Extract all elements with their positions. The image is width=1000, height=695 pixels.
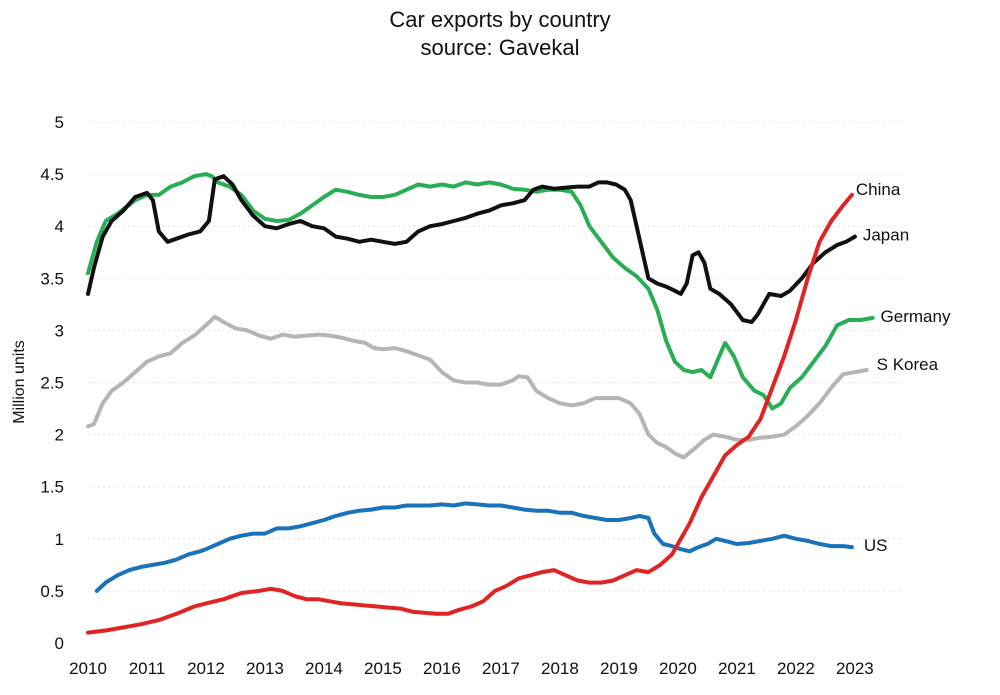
x-tick-label: 2012 [187,659,225,678]
series-line-china [86,192,854,635]
series-lines [86,172,875,635]
y-tick-label: 3 [55,321,64,340]
x-tick-label: 2018 [541,659,579,678]
x-tick-label: 2014 [305,659,343,678]
x-tick-label: 2019 [600,659,638,678]
y-tick-label: 4 [55,217,64,236]
x-tick-label: 2011 [129,659,166,678]
series-label-japan: Japan [863,226,909,245]
series-line-us [94,501,854,593]
series-label-germany: Germany [881,307,951,326]
x-tick-label: 2017 [482,659,520,678]
series-labels: Germany Japan S Korea US China [856,180,951,555]
y-tick-label: 5 [55,113,64,132]
x-tick-label: 2010 [69,659,107,678]
series-label-china: China [856,180,901,199]
grid-lines [88,121,900,592]
series-label-s-korea: S Korea [877,355,939,374]
x-tick-label: 2021 [718,659,756,678]
y-axis-ticks: 0 0.5 1 1.5 2 2.5 3 3.5 4 4.5 5 [40,113,64,653]
series-line-japan [86,174,857,325]
x-tick-label: 2020 [659,659,697,678]
y-tick-label: 0 [55,634,64,653]
series-label-us: US [864,536,888,555]
x-tick-label: 2022 [777,659,815,678]
y-tick-label: 2.5 [40,374,64,393]
chart-subtitle: source: Gavekal [420,35,580,60]
x-tick-label: 2015 [364,659,402,678]
series-line-s-korea [86,314,869,460]
x-axis-ticks: 2010 2011 2012 2013 2014 2015 2016 2017 2018 2019… [69,659,874,678]
x-tick-label: 2013 [246,659,284,678]
y-tick-label: 0.5 [40,582,64,601]
chart-title: Car exports by country [389,7,611,32]
x-tick-label: 2016 [423,659,461,678]
x-tick-label: 2023 [836,659,874,678]
y-tick-label: 3.5 [40,269,64,288]
y-tick-label: 4.5 [40,165,64,184]
y-tick-label: 2 [55,426,64,445]
series-line-germany [86,172,875,411]
chart-title-block: Car exports by country source: Gavekal [0,6,1000,62]
y-tick-label: 1.5 [40,478,64,497]
y-tick-label: 1 [55,530,64,549]
y-axis-label: Million units [11,340,28,424]
